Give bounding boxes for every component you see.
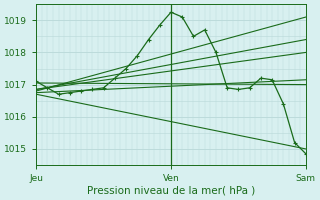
X-axis label: Pression niveau de la mer( hPa ): Pression niveau de la mer( hPa ) <box>87 186 255 196</box>
